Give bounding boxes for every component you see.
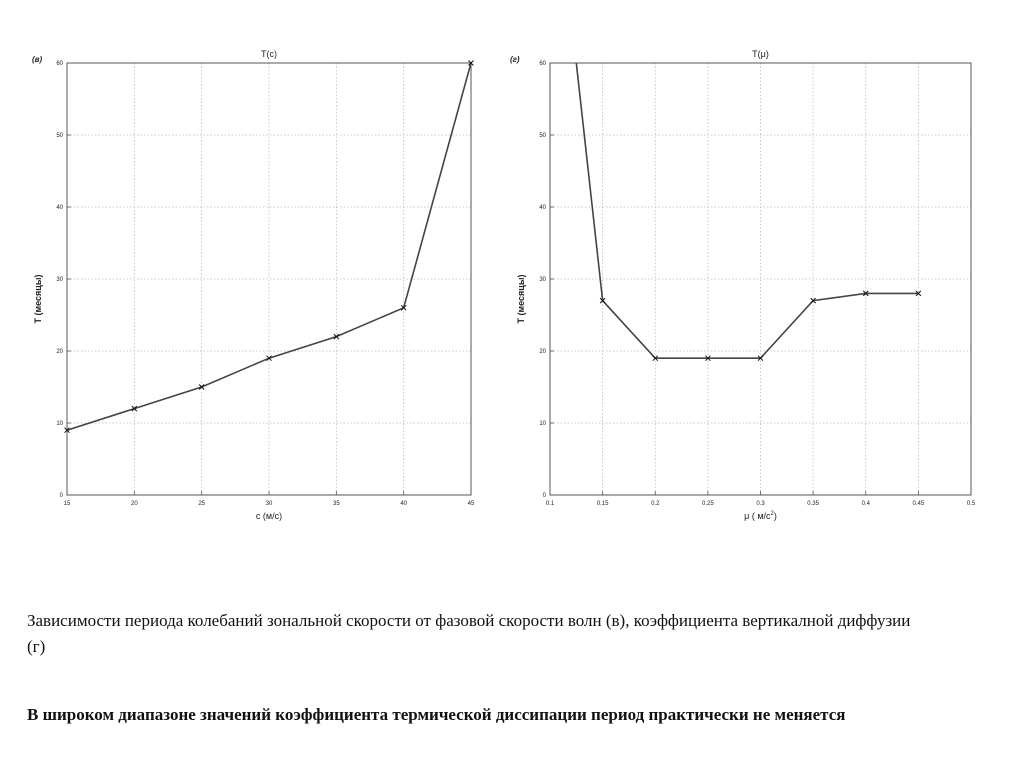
y-tick-label: 30 [56, 277, 63, 283]
y-tick-label: 10 [56, 421, 63, 427]
x-tick-label: 0.3 [756, 501, 765, 507]
figure-caption: Зависимости периода колебаний зональной … [27, 611, 911, 656]
x-axis-label: c (м/с) [256, 511, 282, 521]
x-tick-label: 30 [266, 501, 273, 507]
panel-label: (в) [32, 55, 42, 64]
panel-label: (г) [510, 55, 520, 64]
chart-t-of-mu: 0.1 0.15 0.2 0.25 0.3 0.35 0.4 0.45 0.5 0 10 20 30 40… [510, 49, 976, 521]
x-tick-label: 20 [131, 501, 138, 507]
conclusion-text: В широком диапазоне значений коэффициент… [27, 705, 846, 724]
x-tick-label: 40 [400, 501, 407, 507]
data-point-marker [757, 355, 764, 362]
y-tick-label: 20 [539, 349, 546, 355]
y-tick-label: 20 [56, 349, 63, 355]
x-axis-label-text: c (м/с) [256, 511, 282, 521]
chart-title: T(μ) [752, 49, 769, 59]
y-tick-label: 0 [60, 493, 64, 499]
data-point-marker [915, 290, 922, 297]
data-point-marker [468, 60, 474, 66]
data-point-marker [64, 427, 70, 434]
data-point-marker [705, 355, 711, 362]
chart-title: T(c) [261, 49, 277, 59]
y-tick-label: 50 [539, 133, 546, 139]
x-tick-label: 45 [468, 501, 475, 507]
data-point-marker [333, 333, 340, 340]
x-tick-label: 35 [333, 501, 340, 507]
y-axis-label: T (месяцы) [516, 274, 526, 323]
y-tick-label: 60 [56, 61, 63, 67]
x-axis-label-superscript: 2 [771, 511, 775, 517]
x-tick-label: 0.4 [862, 501, 871, 507]
y-tick-label: 30 [539, 277, 546, 283]
x-tick-label: 0.1 [546, 501, 555, 507]
series-line [575, 63, 919, 360]
chart-t-of-c: 15 20 25 30 35 40 45 0 10 20 30 40 50 60 T(c) (в) c (м/с… [32, 49, 475, 521]
x-tick-label: 0.5 [967, 501, 976, 507]
x-tick-label: 0.45 [913, 501, 925, 507]
x-axis-label-end: ) [774, 511, 777, 521]
y-tick-label: 40 [56, 205, 63, 211]
data-point-marker [131, 405, 138, 412]
x-tick-label: 0.35 [807, 501, 819, 507]
x-axis-label: μ ( м/с2) [744, 511, 777, 521]
y-tick-label: 0 [543, 493, 547, 499]
y-tick-label: 50 [56, 133, 63, 139]
x-tick-label: 15 [64, 501, 71, 507]
data-point-marker [400, 304, 407, 311]
x-tick-label: 0.25 [702, 501, 714, 507]
data-point-marker [810, 297, 816, 304]
data-point-marker [266, 355, 272, 362]
y-tick-label: 60 [539, 61, 546, 67]
x-tick-label: 25 [198, 501, 205, 507]
y-tick-label: 40 [539, 205, 546, 211]
x-axis-label-text: μ ( м/с [744, 511, 771, 521]
data-point-marker [862, 290, 869, 297]
data-point-marker [652, 355, 659, 362]
x-tick-label: 0.15 [597, 501, 609, 507]
data-point-marker [198, 384, 205, 390]
x-tick-label: 0.2 [651, 501, 660, 507]
y-axis-label: T (месяцы) [33, 274, 43, 323]
data-point-marker [599, 297, 606, 304]
y-tick-label: 10 [539, 421, 546, 427]
